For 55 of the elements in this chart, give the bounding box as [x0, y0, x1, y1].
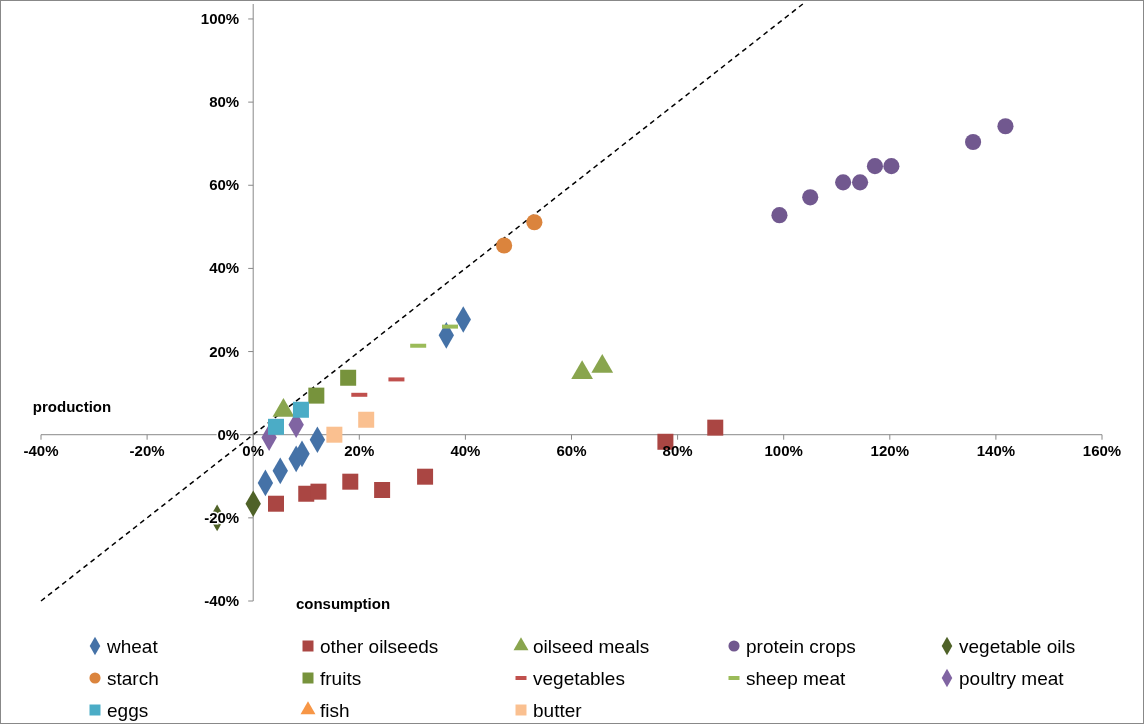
legend-label: butter	[533, 700, 583, 721]
point	[310, 483, 327, 500]
point	[326, 426, 343, 443]
x-tick-label: 100%	[764, 441, 803, 459]
point	[496, 237, 513, 254]
x-tick-label: 140%	[976, 441, 1016, 459]
point	[374, 482, 391, 498]
y-axis-title: production	[32, 398, 112, 415]
legend-label: starch	[107, 668, 159, 689]
y-tick-label: 40%	[209, 259, 240, 277]
y-tick-label: 0%	[217, 425, 240, 443]
legend-label: poultry meat	[959, 668, 1065, 689]
legend-label: sheep meat	[746, 668, 847, 689]
x-tick-label: 120%	[870, 441, 909, 459]
point	[866, 158, 884, 175]
y-tick-label: -40%	[204, 592, 240, 609]
point	[308, 387, 325, 404]
x-tick-label: -20%	[129, 441, 165, 459]
point	[268, 495, 285, 512]
y-tick-label: 20%	[209, 342, 240, 360]
legend-label: oilseed meals	[533, 636, 650, 657]
x-tick-label: 0%	[242, 441, 265, 459]
legend-label: wheat	[106, 636, 159, 657]
y-tick-label: 100%	[200, 9, 240, 27]
x-tick-label: 40%	[450, 441, 481, 459]
legend-label: protein crops	[746, 636, 856, 657]
legend-label: other oilseeds	[320, 636, 439, 657]
y-tick-label: 80%	[209, 93, 240, 111]
point	[526, 214, 543, 231]
legend-label: eggs	[107, 700, 149, 721]
x-tick-label: 60%	[556, 441, 587, 459]
y-tick-label: 60%	[209, 176, 240, 194]
x-tick-label: 80%	[662, 441, 693, 459]
point	[883, 158, 900, 175]
legend-label: vegetable oils	[959, 636, 1076, 657]
x-axis-title: consumption	[295, 595, 391, 612]
point	[292, 401, 309, 418]
x-tick-label: 160%	[1082, 441, 1122, 459]
point	[852, 174, 869, 191]
legend-label: fish	[320, 700, 350, 721]
point	[997, 118, 1014, 135]
point	[340, 369, 357, 386]
point	[965, 133, 982, 151]
x-tick-label: -40%	[23, 441, 59, 459]
x-tick-label: 20%	[344, 441, 375, 459]
legend-label: fruits	[320, 668, 362, 689]
point	[835, 174, 852, 191]
point	[342, 473, 359, 490]
point	[358, 411, 375, 428]
point	[417, 468, 434, 485]
point	[771, 207, 788, 224]
point	[802, 189, 819, 206]
legend-label: vegetables	[533, 668, 625, 689]
point	[707, 419, 724, 436]
point	[268, 418, 285, 435]
